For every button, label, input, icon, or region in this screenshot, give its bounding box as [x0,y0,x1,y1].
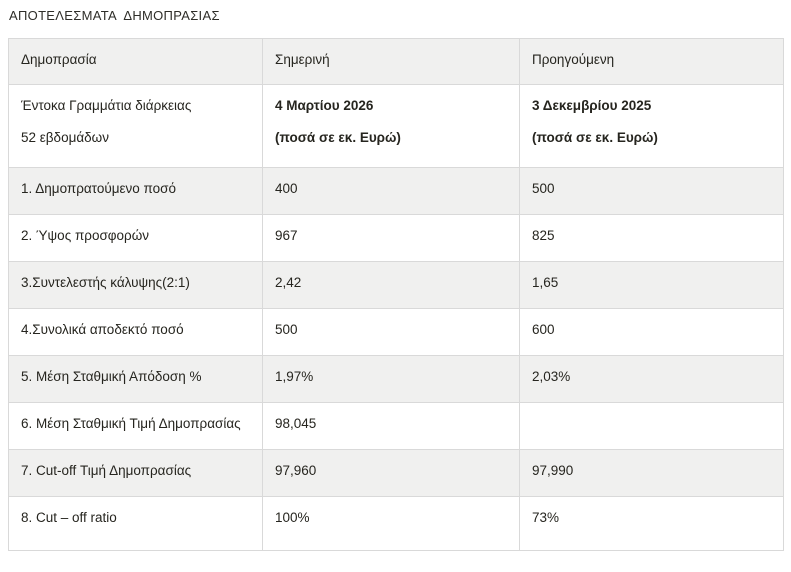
col-header-auction: Δημοπρασία [8,38,263,85]
previous-value: 2,03% [519,355,784,403]
current-value: 97,960 [262,449,520,497]
header-row: Δημοπρασία Σημερινή Προηγούμενη [8,38,784,85]
subheader-row: Έντοκα Γραμμάτια διάρκειας 52 εβδομάδων … [8,84,784,168]
current-value: 2,42 [262,261,520,309]
table-row-cutoff-price: 7. Cut-off Τιμή Δημοπρασίας 97,960 97,99… [8,449,784,497]
page-title: ΑΠΟΤΕΛΕΣΜΑΤΑ ΔΗΜΟΠΡΑΣΙΑΣ [9,8,220,23]
current-value: 500 [262,308,520,356]
auction-results-table: Δημοπρασία Σημερινή Προηγούμενη Έντοκα Γ… [8,38,784,551]
current-auction-date: 4 Μαρτίου 2026 [275,98,374,113]
previous-auction-date: 3 Δεκεμβρίου 2025 [532,98,652,113]
table-row-weighted-price: 6. Μέση Σταθμική Τιμή Δημοπρασίας 98,045 [8,402,784,450]
current-amounts-note: (ποσά σε εκ. Ευρώ) [275,130,401,145]
row-label: 7. Cut-off Τιμή Δημοπρασίας [8,449,263,497]
row-label: 8. Cut – off ratio [8,496,263,551]
current-value: 98,045 [262,402,520,450]
table-row-cutoff-ratio: 8. Cut – off ratio 100% 73% [8,496,784,551]
table-row-accepted-amount: 4.Συνολικά αποδεκτό ποσό 500 600 [8,308,784,356]
current-value: 967 [262,214,520,262]
current-date-cell: 4 Μαρτίου 2026 (ποσά σε εκ. Ευρώ) [262,84,520,168]
row-label: 5. Μέση Σταθμική Απόδοση % [8,355,263,403]
previous-value: 600 [519,308,784,356]
table-row-weighted-yield: 5. Μέση Σταθμική Απόδοση % 1,97% 2,03% [8,355,784,403]
previous-value: 825 [519,214,784,262]
current-value: 400 [262,167,520,215]
row-label: 6. Μέση Σταθμική Τιμή Δημοπρασίας [8,402,263,450]
previous-value [519,402,784,450]
table-row-bids-amount: 2. Ύψος προσφορών 967 825 [8,214,784,262]
current-value: 1,97% [262,355,520,403]
row-label: 4.Συνολικά αποδεκτό ποσό [8,308,263,356]
previous-value: 73% [519,496,784,551]
row-label: 3.Συντελεστής κάλυψης(2:1) [8,261,263,309]
table-row-coverage-ratio: 3.Συντελεστής κάλυψης(2:1) 2,42 1,65 [8,261,784,309]
previous-amounts-note: (ποσά σε εκ. Ευρώ) [532,130,658,145]
row-label: 2. Ύψος προσφορών [8,214,263,262]
row-label: 1. Δημοπρατούμενο ποσό [8,167,263,215]
instrument-cell: Έντοκα Γραμμάτια διάρκειας 52 εβδομάδων [8,84,263,168]
previous-value: 500 [519,167,784,215]
instrument-name: Έντοκα Γραμμάτια διάρκειας [21,98,192,113]
previous-date-cell: 3 Δεκεμβρίου 2025 (ποσά σε εκ. Ευρώ) [519,84,784,168]
previous-value: 1,65 [519,261,784,309]
instrument-duration: 52 εβδομάδων [21,130,109,145]
col-header-current: Σημερινή [262,38,520,85]
col-header-previous: Προηγούμενη [519,38,784,85]
table-row-auctioned-amount: 1. Δημοπρατούμενο ποσό 400 500 [8,167,784,215]
previous-value: 97,990 [519,449,784,497]
current-value: 100% [262,496,520,551]
